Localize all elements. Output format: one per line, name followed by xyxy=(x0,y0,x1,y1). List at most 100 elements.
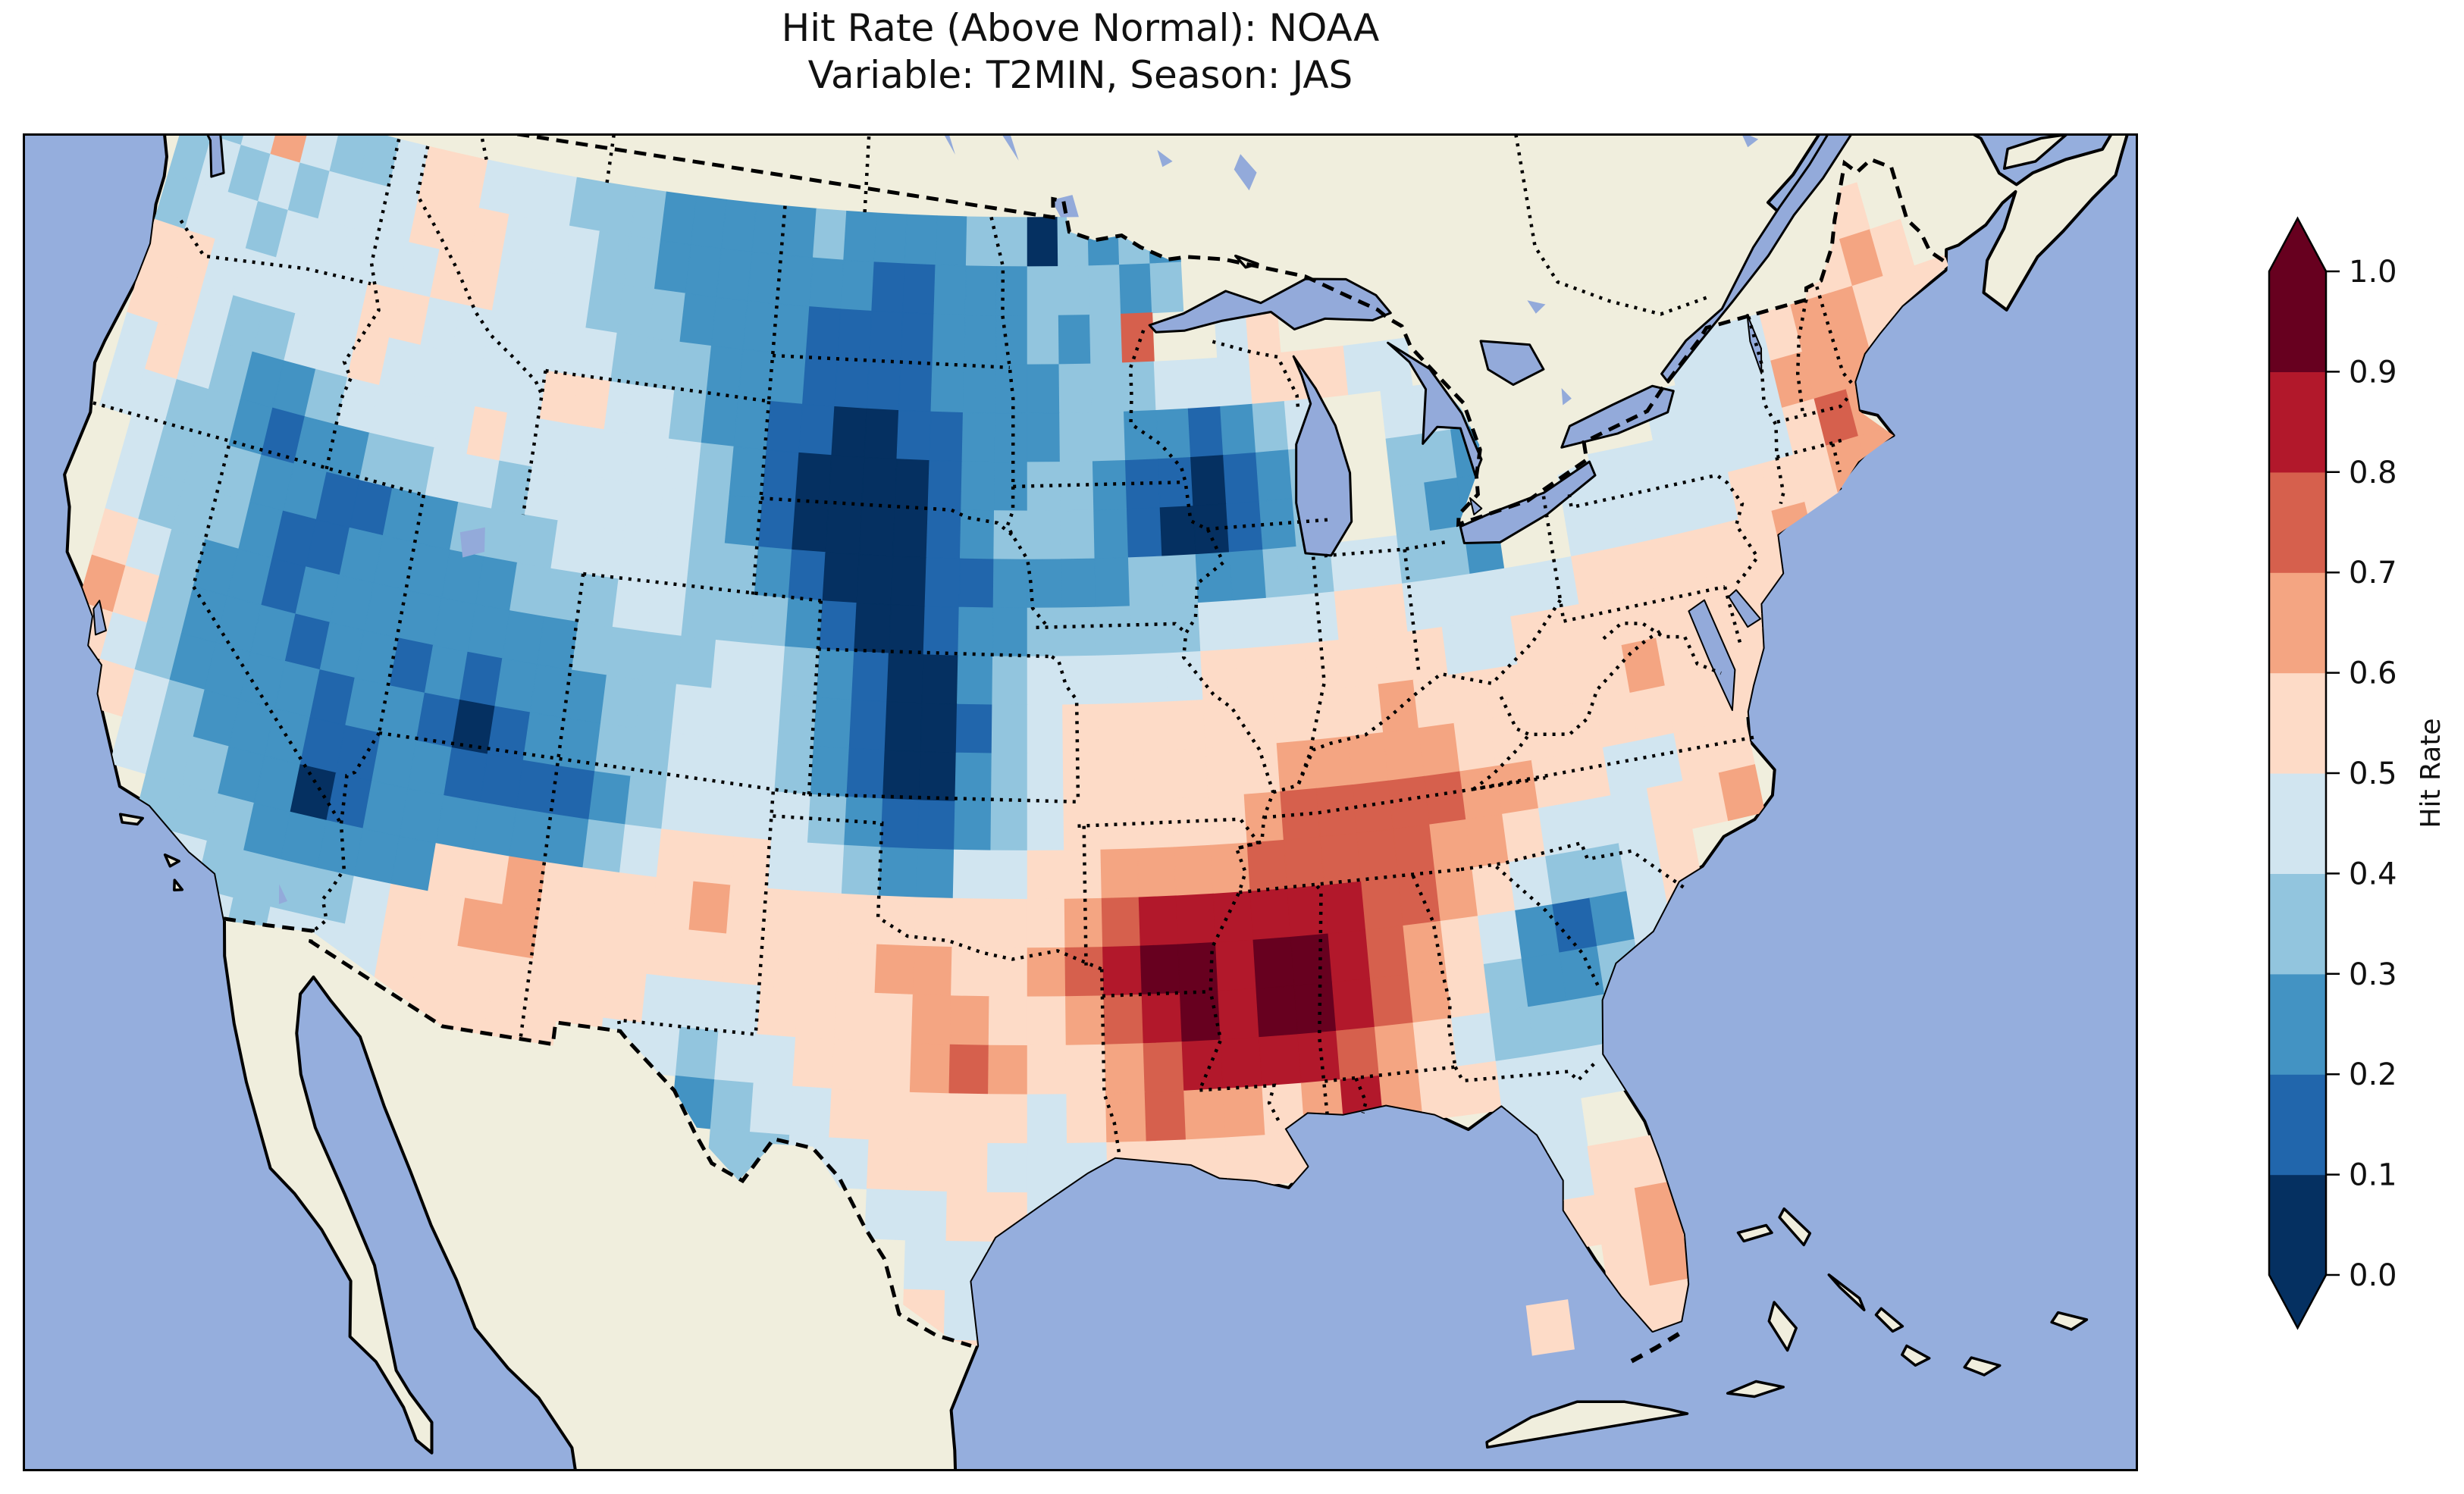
hit-rate-cell xyxy=(726,885,769,938)
hit-rate-cell xyxy=(948,1044,989,1095)
hit-rate-cell xyxy=(1130,653,1169,704)
lake xyxy=(205,133,225,178)
lake xyxy=(1001,133,1019,161)
state-border xyxy=(1324,539,1451,558)
hit-rate-cell xyxy=(1088,265,1122,316)
hit-rate-cell xyxy=(710,639,751,693)
hit-rate-cell xyxy=(1149,262,1184,314)
hit-rate-cell xyxy=(1027,217,1059,268)
hit-rate-cell xyxy=(1127,556,1165,607)
hit-rate-cell xyxy=(657,487,698,540)
hit-rate-cell xyxy=(1328,929,1372,983)
hit-rate-cell xyxy=(892,507,929,559)
hit-rate-cell xyxy=(959,509,995,560)
hit-rate-cell xyxy=(729,446,767,500)
hit-rate-cell xyxy=(949,995,990,1046)
hit-rate-cell xyxy=(600,675,642,729)
hit-rate-cell xyxy=(964,315,997,365)
hit-rate-cell xyxy=(472,801,517,857)
hit-rate-cell xyxy=(603,381,644,435)
hit-rate-cell xyxy=(1223,452,1260,505)
hit-rate-cell xyxy=(584,525,625,580)
hit-rate-cell xyxy=(955,752,992,803)
hit-rate-cell xyxy=(927,460,963,511)
hit-rate-cell xyxy=(1237,694,1277,747)
hit-rate-cell xyxy=(734,788,776,841)
state-border xyxy=(1723,586,1743,647)
hit-rate-cell xyxy=(760,936,802,989)
hit-rate-cell xyxy=(733,397,771,451)
hit-rate-cell xyxy=(701,393,739,447)
hit-rate-cell xyxy=(948,1093,989,1144)
hit-rate-cell xyxy=(1434,867,1479,922)
state-border xyxy=(1005,486,1050,629)
hit-rate-cell xyxy=(1027,607,1063,657)
hit-rate-cell xyxy=(1269,643,1309,696)
hit-rate-cell xyxy=(1365,925,1409,979)
state-border xyxy=(1460,841,1685,889)
hit-rate-cell xyxy=(841,844,882,897)
hit-rate-cell xyxy=(991,753,1028,803)
hit-rate-cell xyxy=(571,622,613,676)
hit-rate-cell xyxy=(1559,945,1606,1002)
hit-rate-cell xyxy=(419,891,466,947)
hit-rate-cell xyxy=(851,651,889,703)
hit-rate-cell xyxy=(1058,363,1092,414)
hit-rate-cell xyxy=(912,945,953,997)
hit-rate-cell xyxy=(1027,753,1064,803)
hit-rate-cell xyxy=(450,945,497,1002)
hit-rate-cell xyxy=(987,1094,1028,1145)
hit-rate-cell xyxy=(1347,732,1389,786)
hit-rate-cell xyxy=(1495,760,1540,815)
hit-rate-cell xyxy=(516,760,560,815)
hit-rate-cell xyxy=(539,862,584,917)
hit-rate-cell xyxy=(1061,606,1098,657)
island xyxy=(1767,1301,1798,1352)
hit-rate-cell xyxy=(1459,766,1503,820)
hit-rate-cell xyxy=(757,985,800,1038)
state-border xyxy=(545,368,770,403)
hit-rate-cell xyxy=(651,877,694,931)
hit-rate-cell xyxy=(1299,591,1340,644)
hit-rate-cell xyxy=(880,798,920,850)
hit-rate-cell xyxy=(597,429,638,484)
hit-rate-cell xyxy=(751,202,787,256)
hit-rate-cell xyxy=(412,938,459,995)
hit-rate-cell xyxy=(763,888,805,941)
hit-rate-cell xyxy=(1283,836,1325,889)
hit-rate-cell xyxy=(1466,813,1509,869)
hit-rate-cell xyxy=(1220,403,1257,456)
hit-rate-cell xyxy=(1231,597,1271,650)
hit-rate-cell xyxy=(1407,626,1449,681)
hit-rate-cell xyxy=(829,1088,872,1141)
hit-rate-cell xyxy=(1320,832,1362,886)
hit-rate-cell xyxy=(1062,752,1101,803)
hit-rate-cell xyxy=(915,848,955,899)
hit-rate-cell xyxy=(676,635,716,689)
hit-rate-cell xyxy=(1356,828,1399,882)
state-border xyxy=(1513,133,1707,316)
state-border xyxy=(1541,496,1566,622)
country-borders-layer xyxy=(223,133,1950,1348)
hit-rate-cell xyxy=(1124,410,1159,462)
hit-rate-cell xyxy=(1252,936,1295,989)
hit-rate-cell xyxy=(812,208,848,261)
hit-rate-cell xyxy=(856,554,894,606)
hit-rate-cell xyxy=(894,459,930,510)
hit-rate-cell xyxy=(1097,703,1135,753)
state-border xyxy=(1013,480,1186,489)
state-border xyxy=(1315,885,1330,1121)
hit-rate-cell xyxy=(1361,877,1404,931)
hit-rate-cell xyxy=(1096,654,1133,705)
hit-rate-cell xyxy=(1121,312,1155,364)
hit-rate-cell xyxy=(1158,456,1194,509)
hit-rate-cell xyxy=(522,712,566,767)
hit-rate-cell xyxy=(494,658,538,713)
hit-rate-cell xyxy=(1383,728,1425,781)
map-frame xyxy=(23,133,2138,1471)
hit-rate-cell xyxy=(1308,687,1349,741)
country-border xyxy=(223,916,972,1348)
lake xyxy=(1292,355,1353,557)
hit-rate-cell xyxy=(570,916,615,970)
hit-rate-cell xyxy=(1440,916,1484,970)
